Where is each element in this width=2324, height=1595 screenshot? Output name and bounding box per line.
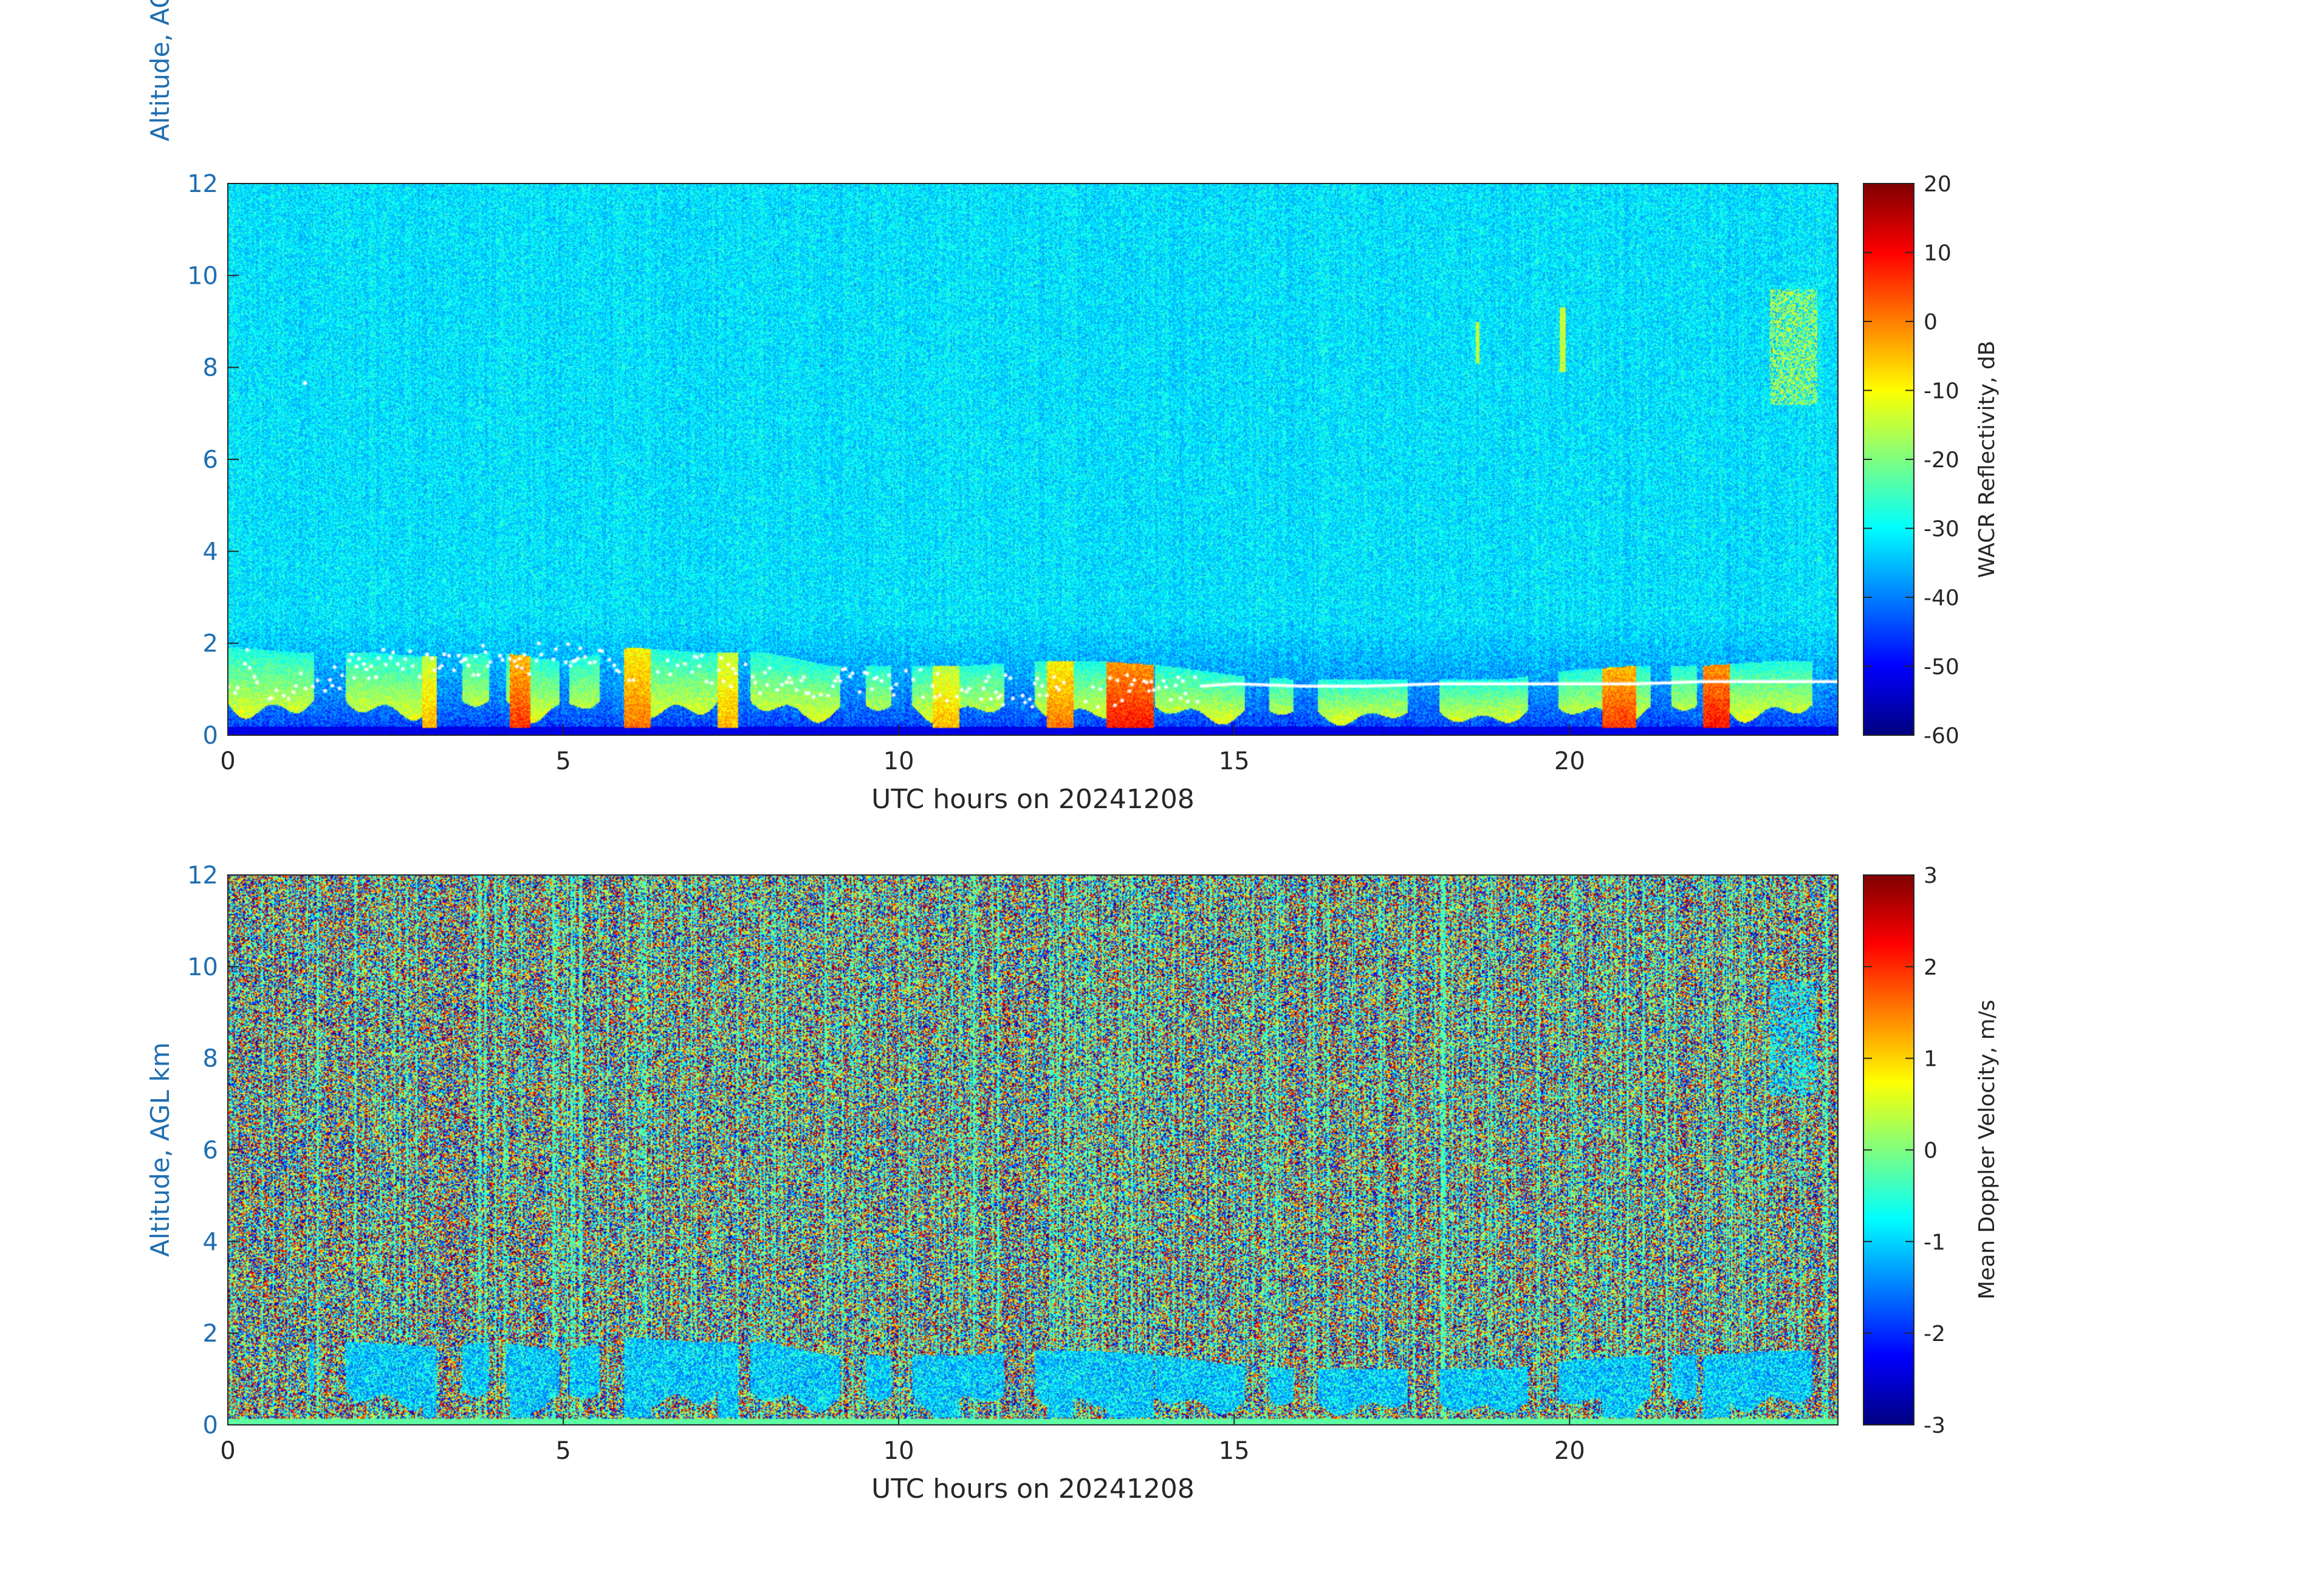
velocity-colorbar-label: Mean Doppler Velocity, m/s [1975,1000,2000,1299]
velocity-colorbar-ticks: -3 -2 -1 0 1 2 3 [1863,863,1945,1438]
colorbar-tick-label: 20 [1924,172,1952,197]
y-tick-label: 8 [203,1045,218,1073]
y-tick-label: 0 [203,722,218,750]
colorbar-tick-label: 10 [1924,241,1952,266]
y-tick-label: 4 [203,538,218,566]
colorbar-tick-label: 0 [1924,310,1938,335]
colorbar-tick-label: -3 [1924,1413,1945,1438]
colorbar-tick-label: -10 [1924,379,1959,404]
colorbar-tick-label: -60 [1924,724,1959,749]
y-tick-label: 6 [203,446,218,474]
colorbar-tick-label: -1 [1924,1230,1945,1255]
x-tick-label: 20 [1554,747,1585,775]
y-tick-label: 2 [203,1320,218,1348]
velocity-x-axis-label: UTC hours on 20241208 [871,1473,1195,1504]
x-tick-label: 5 [555,1437,571,1465]
colorbar-tick-label: 2 [1924,955,1938,980]
reflectivity-plot-area [228,184,1838,735]
velocity-image [228,875,1838,1425]
y-tick-label: 10 [187,953,218,981]
reflectivity-x-ticks: 0 5 10 15 20 [220,724,1585,775]
x-tick-label: 10 [883,1437,914,1465]
y-tick-label: 12 [187,170,218,198]
y-tick-label: 0 [203,1411,218,1439]
velocity-x-ticks: 0 5 10 15 20 [220,1414,1585,1465]
x-tick-label: 15 [1219,747,1250,775]
colorbar-tick-label: 3 [1924,863,1938,888]
colorbar-tick-label: 0 [1924,1139,1938,1164]
velocity-plot-area [228,875,1838,1425]
velocity-y-axis-label: Altitude, AGL km [145,1042,175,1257]
colorbar-tick-label: 1 [1924,1047,1938,1072]
reflectivity-image [228,184,1838,735]
x-tick-label: 10 [883,747,914,775]
velocity-y-ticks: 0 2 4 6 8 10 12 [187,862,239,1439]
x-tick-label: 0 [220,1437,235,1465]
reflectivity-y-ticks: 0 2 4 6 8 10 12 [187,170,239,750]
reflectivity-panel: 0 2 4 6 8 10 12 0 5 10 15 20 Altitude, AGL km UTC … [145,0,2000,815]
x-tick-label: 5 [555,747,571,775]
colorbar-tick-label: -40 [1924,586,1959,611]
colorbar-tick-label: -30 [1924,517,1959,542]
reflectivity-colorbar-ticks: -60 -50 -40 -30 -20 -10 0 10 20 [1863,172,1959,749]
colorbar-tick-label: -2 [1924,1322,1945,1346]
colorbar-tick-label: -50 [1924,655,1959,680]
y-tick-label: 12 [187,862,218,890]
y-tick-label: 8 [203,354,218,382]
y-tick-label: 4 [203,1228,218,1256]
y-tick-label: 2 [203,630,218,658]
y-tick-label: 10 [187,262,218,290]
colorbar-tick-label: -20 [1924,448,1959,473]
x-tick-label: 20 [1554,1437,1585,1465]
y-tick-label: 6 [203,1137,218,1165]
x-tick-label: 15 [1219,1437,1250,1465]
reflectivity-colorbar-label: WACR Reflectivity, dB [1975,341,2000,578]
reflectivity-y-axis-label: Altitude, AGL km [145,0,175,142]
reflectivity-x-axis-label: UTC hours on 20241208 [871,784,1195,815]
x-tick-label: 0 [220,747,235,775]
